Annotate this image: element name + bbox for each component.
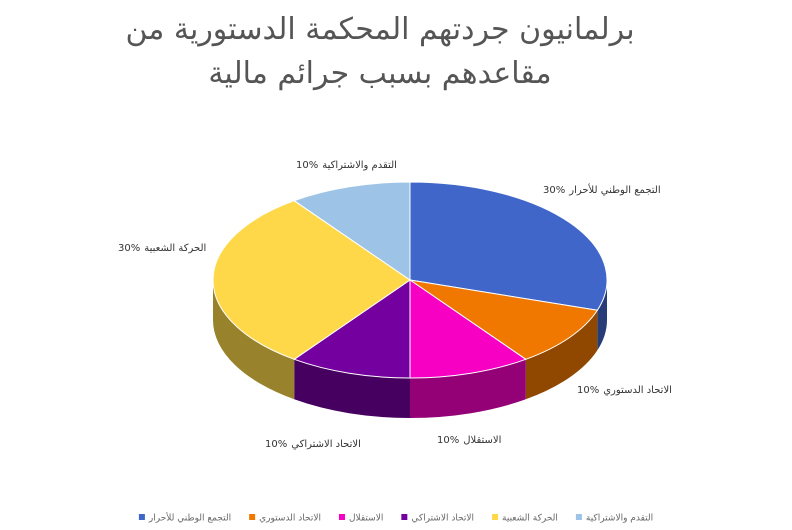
legend-label: التقدم والاشتراكية [586, 514, 653, 524]
data-label-name: التجمع الوطني للأحرار [568, 183, 660, 196]
pie-side [410, 359, 526, 418]
legend-label: الاتحاد الدستوري [259, 514, 321, 524]
legend-label: الاتحاد الاشتراكي [411, 514, 474, 524]
data-label-name: الاتحاد الدستوري [603, 385, 672, 396]
legend-label: التجمع الوطني للأحرار [148, 512, 231, 524]
pie-slice [212, 200, 411, 360]
legend-swatch [338, 514, 345, 520]
data-label-name: التقدم والاشتراكية [322, 160, 397, 171]
data-label-value: 30% [543, 185, 565, 196]
data-label-name: الحركة الشعبية [144, 243, 206, 254]
pie-slice [409, 279, 527, 379]
pie-side [597, 280, 607, 351]
data-label-value: 10% [296, 160, 318, 171]
legend-swatch [575, 514, 582, 520]
pie-side [294, 359, 410, 418]
data-label-value: 10% [437, 435, 459, 446]
legend-swatch [401, 514, 408, 520]
legend-label: الاستقلال [349, 514, 383, 524]
chart-title: برلمانيون جردتهم المحكمة الدستورية من مق… [125, 12, 635, 91]
pie-side [525, 310, 598, 400]
data-label-value: 30% [118, 243, 140, 254]
data-label-name: الاتحاد الاشتراكي [291, 439, 361, 450]
pie-slice [409, 279, 599, 360]
legend-swatch [138, 514, 145, 520]
pie-slice [293, 181, 411, 281]
data-label-name: الاستقلال [463, 435, 501, 446]
legend-swatch [492, 514, 499, 520]
data-label-value: 10% [265, 439, 287, 450]
legend-label: الحركة الشعبية [502, 514, 558, 524]
legend-swatch [249, 514, 256, 520]
pie-slice [293, 279, 411, 379]
data-label-value: 10% [577, 385, 599, 396]
pie-slice [409, 181, 608, 311]
